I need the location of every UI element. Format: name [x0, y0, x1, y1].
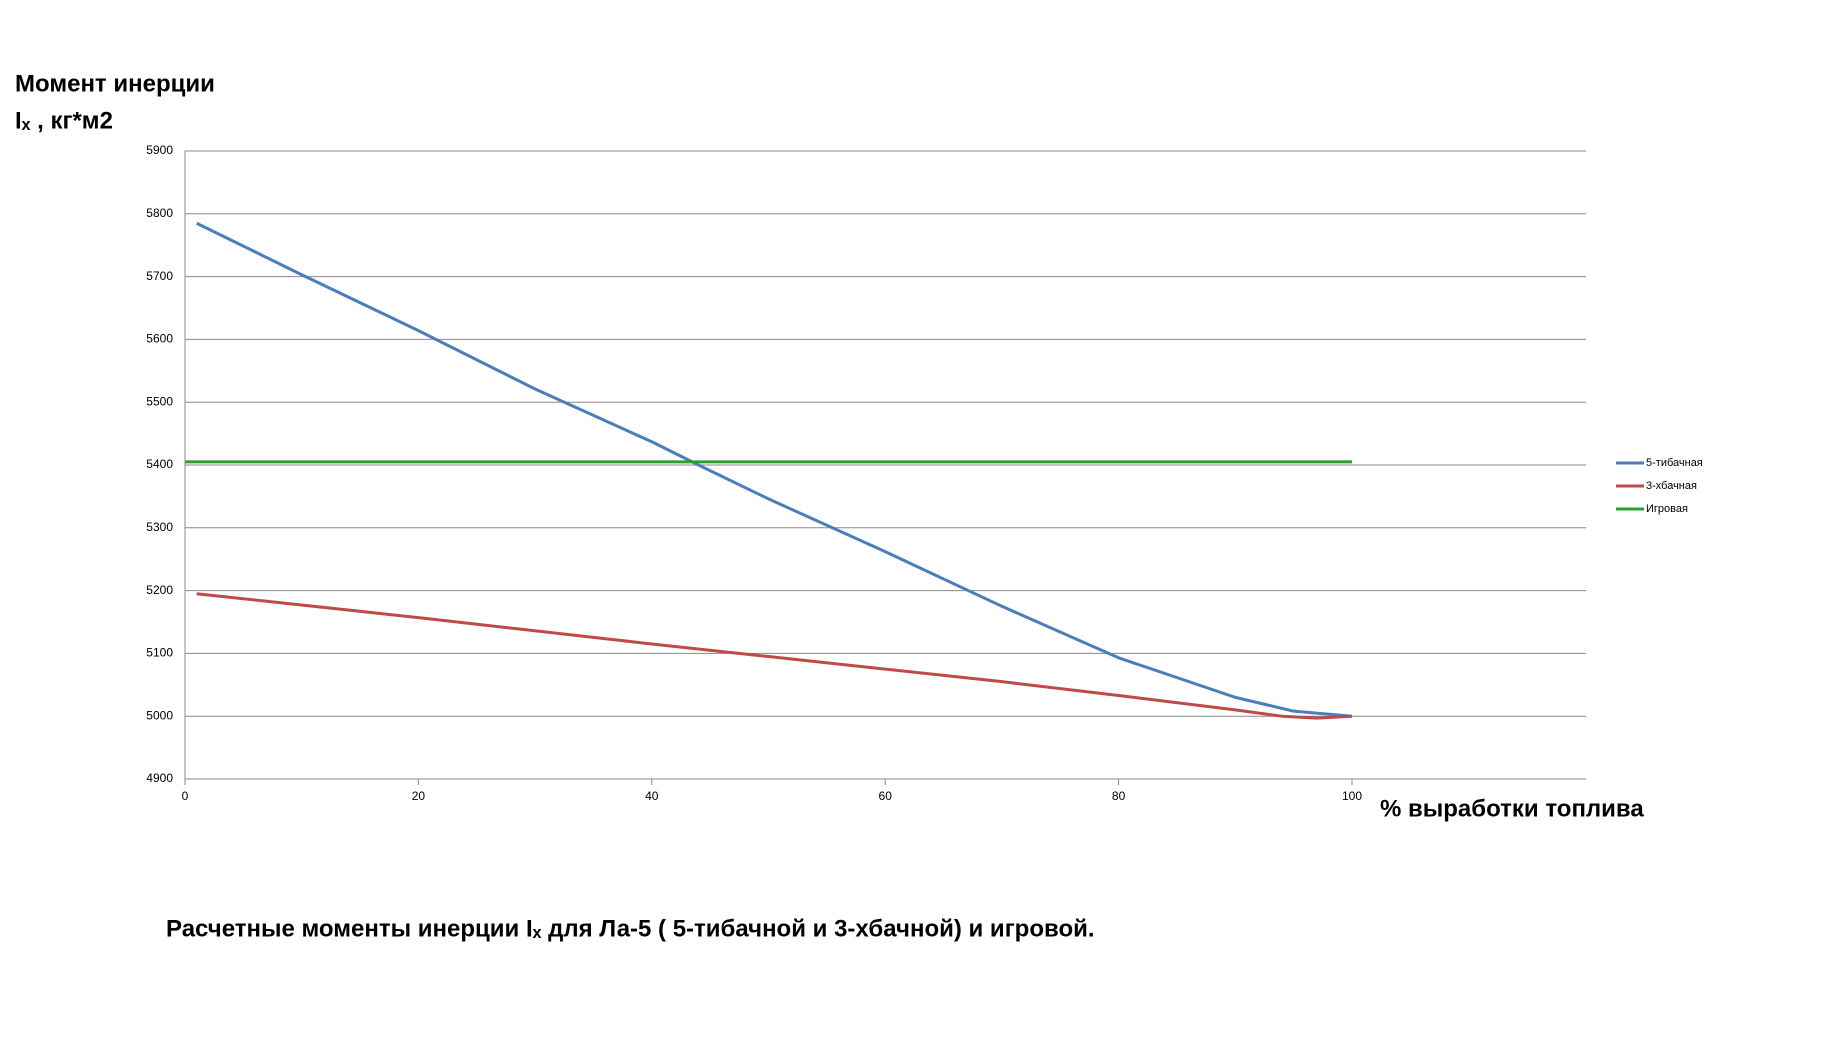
x-tick-label: 100: [1342, 789, 1362, 803]
series-line: [196, 592, 1353, 720]
y-axis-title: Момент инерции: [15, 70, 215, 97]
legend-label: Игровая: [1646, 503, 1688, 515]
legend-label: 5-тибачная: [1646, 457, 1703, 469]
series-line: [196, 221, 1353, 718]
y-tick-label: 5800: [146, 206, 173, 220]
y-tick-label: 5900: [146, 143, 173, 157]
y-tick-label: 5000: [146, 708, 173, 722]
x-tick-label: 20: [412, 789, 426, 803]
x-tick-label: 80: [1112, 789, 1126, 803]
caption: Расчетные моменты инерции Iₓ для Ла-5 ( …: [166, 915, 1095, 942]
y-tick-label: 5100: [146, 646, 173, 660]
x-tick-label: 60: [879, 789, 893, 803]
x-axis-title: % выработки топлива: [1380, 795, 1644, 822]
x-tick-label: 0: [182, 789, 189, 803]
x-tick-label: 40: [645, 789, 659, 803]
y-tick-label: 4900: [146, 771, 173, 785]
y-tick-label: 5400: [146, 457, 173, 471]
y-tick-label: 5700: [146, 269, 173, 283]
y-tick-label: 5500: [146, 394, 173, 408]
y-tick-label: 5300: [146, 520, 173, 534]
y-tick-label: 5600: [146, 332, 173, 346]
y-tick-label: 5200: [146, 583, 173, 597]
legend-label: 3-хбачная: [1646, 480, 1697, 492]
y-axis-title: Iₓ , кг*м2: [15, 107, 113, 134]
